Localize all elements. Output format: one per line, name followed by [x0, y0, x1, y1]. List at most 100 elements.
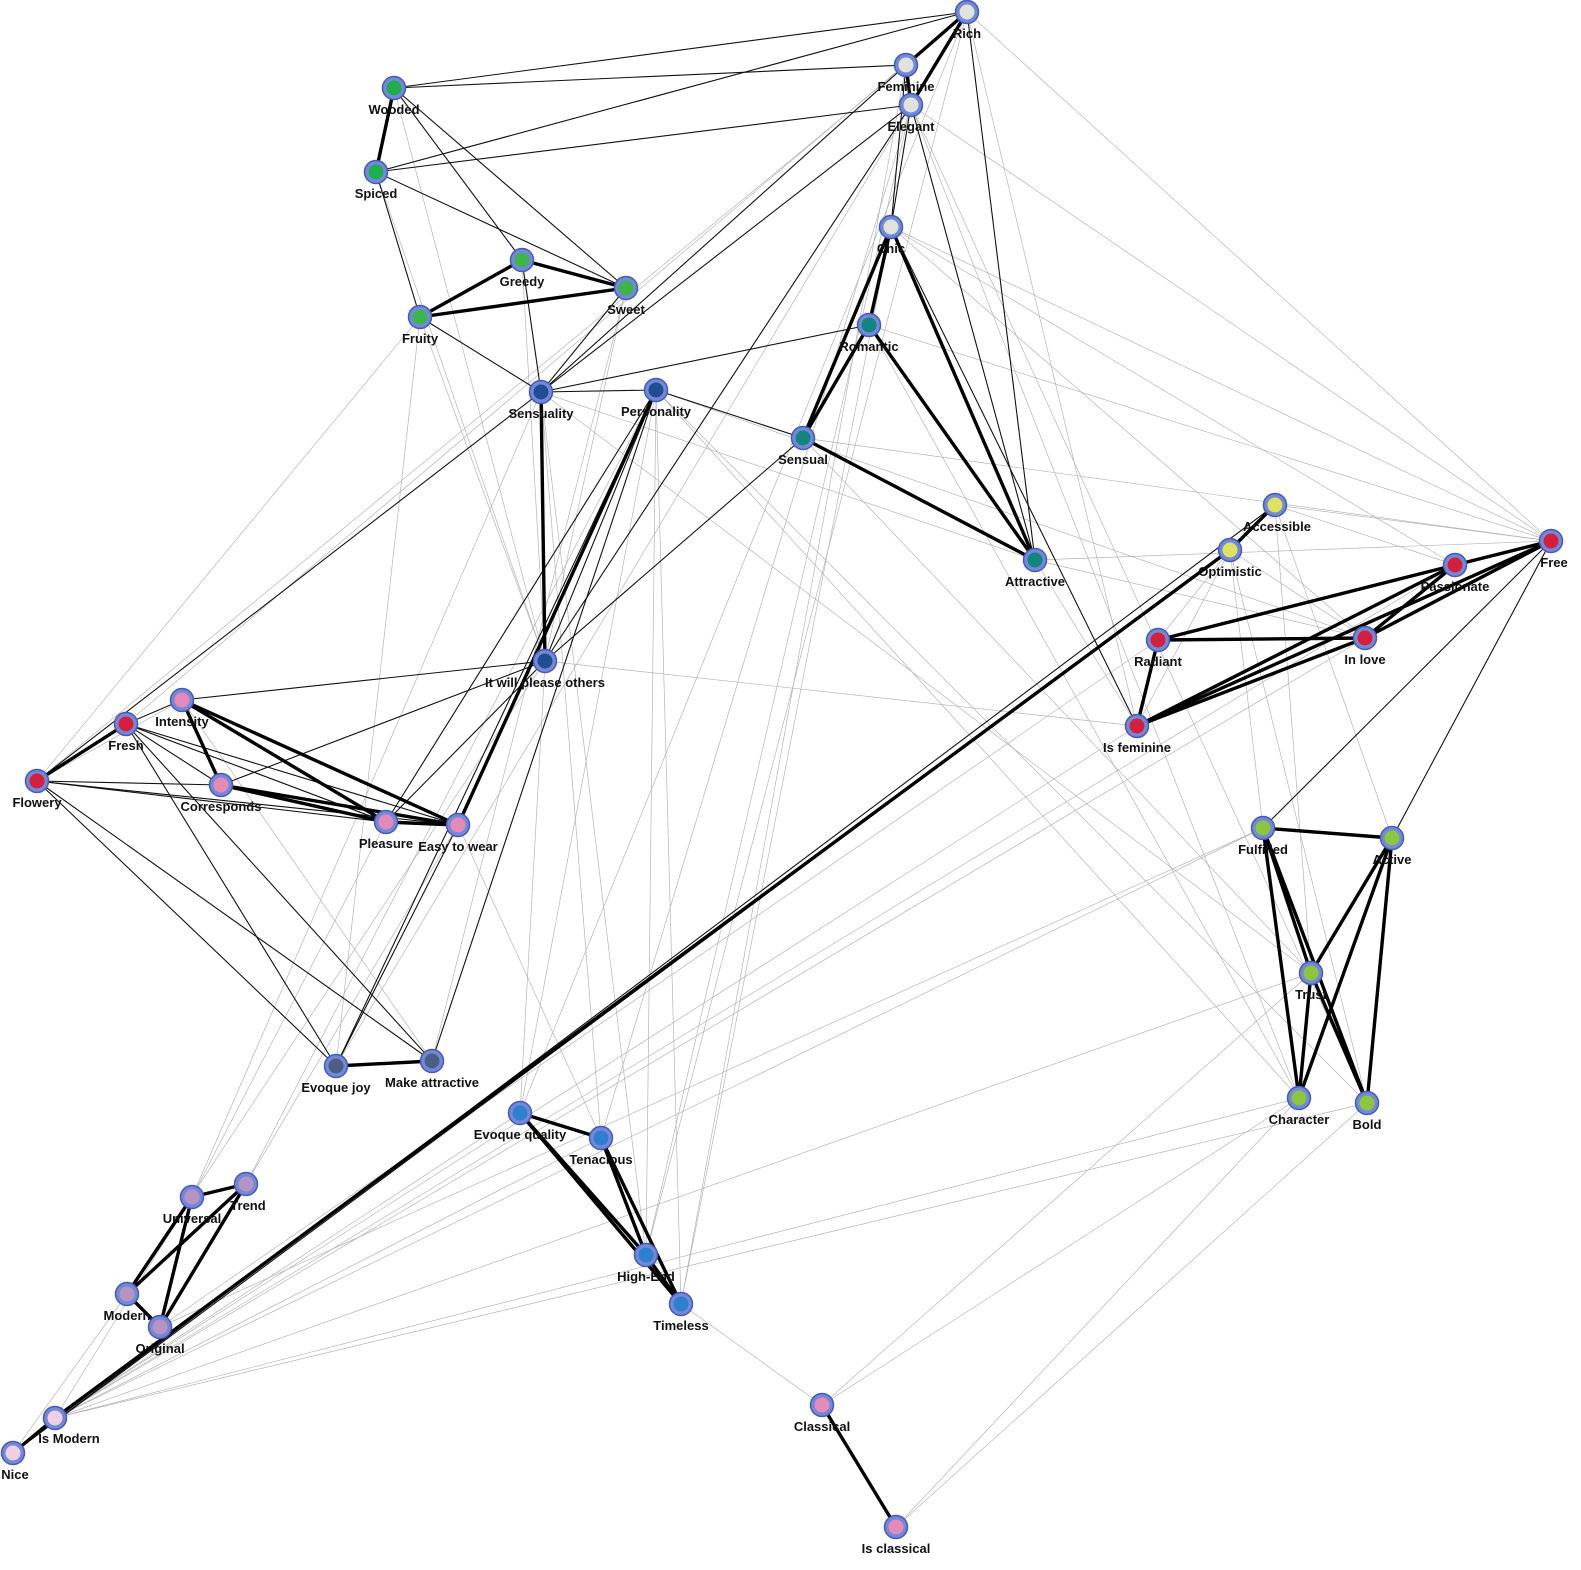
edge-personality-please [544, 389, 657, 662]
node-trust[interactable]: Trust [1295, 960, 1328, 1003]
node-passionate[interactable]: Passionate [1421, 552, 1490, 595]
edge-sensuality-please [539, 391, 547, 662]
node-chic[interactable]: Chic [877, 214, 905, 257]
node-easy[interactable]: Easy to wear [418, 812, 498, 855]
node-free[interactable]: Free [1538, 528, 1568, 571]
node-original[interactable]: Original [135, 1314, 185, 1357]
node-radiant[interactable]: Radiant [1134, 627, 1183, 670]
edge-flowery-sensuality [36, 391, 542, 782]
node-highend[interactable]: High-End [617, 1242, 675, 1285]
node-active[interactable]: Active [1372, 825, 1412, 868]
node-flowery[interactable]: Flowery [12, 768, 62, 811]
node-fill [412, 309, 428, 325]
node-fill [47, 1410, 63, 1426]
node-ismodern[interactable]: Is Modern [38, 1405, 100, 1447]
node-label: Fruity [402, 331, 439, 346]
node-label: Passionate [1421, 579, 1490, 594]
edge-optimistic-fulfilled [1229, 549, 1264, 829]
node-trend[interactable]: Trend [230, 1171, 266, 1214]
edge-easy-tenacious [457, 824, 602, 1139]
edge-wooded-rich [393, 11, 968, 89]
node-pleasure[interactable]: Pleasure [359, 809, 413, 852]
node-fill [514, 252, 530, 268]
node-universal[interactable]: Universal [163, 1184, 222, 1227]
edge-ismodern-passionate [54, 564, 1456, 1419]
edge-fruity-please [419, 316, 546, 662]
edge-wooded-feminine [393, 64, 907, 89]
edge-fresh-easy [125, 723, 459, 826]
node-attractive[interactable]: Attractive [1005, 547, 1065, 590]
node-fill [1027, 552, 1043, 568]
node-fill [959, 4, 975, 20]
edge-isfeminine-inlove [1136, 636, 1366, 728]
edge-flowery-makeattr [36, 780, 433, 1062]
node-fill [29, 773, 45, 789]
node-sweet[interactable]: Sweet [607, 275, 645, 318]
edge-trust-bold [1309, 972, 1369, 1104]
edge-radiant-isfeminine [1135, 639, 1160, 727]
node-optimistic[interactable]: Optimistic [1198, 537, 1262, 580]
node-intensity[interactable]: Intensity [155, 687, 209, 730]
node-fill [1150, 632, 1166, 648]
node-romantic[interactable]: Romantic [839, 312, 899, 355]
node-nice[interactable]: Nice [0, 1440, 29, 1483]
edge-tenacious-timeless [599, 1137, 683, 1305]
edge-ismodern-bold [54, 1102, 1368, 1419]
node-isclassical[interactable]: Is classical [862, 1514, 931, 1557]
node-joy[interactable]: Evoque joy [301, 1053, 371, 1096]
node-label: Trust [1295, 987, 1327, 1002]
edge-personality-highend [645, 389, 657, 1256]
node-label: Attractive [1005, 574, 1065, 589]
node-sensuality[interactable]: Sensuality [508, 379, 574, 422]
node-elegant[interactable]: Elegant [888, 92, 936, 135]
node-makeattr[interactable]: Make attractive [385, 1048, 479, 1091]
edge-attractive-elegant [910, 104, 1036, 561]
node-wooded[interactable]: Wooded [368, 75, 420, 118]
edge-elegant-bold [910, 104, 1368, 1104]
node-accessible[interactable]: Accessible [1243, 492, 1311, 535]
node-tenacious[interactable]: Tenacious [569, 1125, 633, 1168]
edge-fruity-joy [335, 316, 421, 1067]
edge-personality-pleasure [385, 389, 657, 823]
node-spiced[interactable]: Spiced [355, 159, 398, 202]
edge-passionate-free [1454, 539, 1552, 567]
edge-rich-feminine [904, 10, 969, 67]
node-please[interactable]: It will please others [485, 648, 605, 691]
node-fill [903, 97, 919, 113]
edge-accessible-passionate [1274, 504, 1456, 566]
node-inlove[interactable]: In love [1344, 625, 1386, 668]
edge-sweet-please [544, 287, 627, 662]
node-fulfilled[interactable]: Fulfilled [1238, 815, 1288, 858]
node-bold[interactable]: Bold [1353, 1090, 1382, 1133]
node-fresh[interactable]: Fresh [108, 711, 144, 754]
node-rich[interactable]: Rich [953, 0, 981, 42]
edge-personality-sensual [655, 389, 804, 439]
node-feminine[interactable]: Feminine [877, 52, 935, 95]
edge-quality-timeless [518, 1111, 683, 1306]
node-personality[interactable]: Personality [621, 377, 692, 420]
edge-nice-modern [12, 1293, 128, 1454]
node-classical[interactable]: Classical [794, 1392, 850, 1435]
node-label: Radiant [1134, 654, 1182, 669]
node-greedy[interactable]: Greedy [500, 247, 546, 290]
node-isfeminine[interactable]: Is feminine [1103, 713, 1171, 756]
node-sensual[interactable]: Sensual [778, 425, 828, 468]
edge-isclassical-character [895, 1097, 1300, 1528]
edge-optimistic-ismodern [53, 548, 1232, 1420]
edge-romantic-attractive [867, 324, 1037, 561]
node-label: High-End [617, 1269, 675, 1284]
node-label: Feminine [877, 79, 934, 94]
node-modern[interactable]: Modern [104, 1281, 151, 1324]
node-corresponds[interactable]: Corresponds [181, 772, 262, 815]
node-label: Original [135, 1341, 184, 1356]
edge-active-bold [1365, 837, 1394, 1104]
edge-personality-makeattr [431, 389, 657, 1062]
node-fruity[interactable]: Fruity [402, 304, 439, 347]
edge-trend-modern [125, 1182, 248, 1296]
node-timeless[interactable]: Timeless [653, 1291, 709, 1334]
node-quality[interactable]: Evoque quality [474, 1100, 567, 1143]
node-label: In love [1344, 652, 1385, 667]
edge-chic-timeless [680, 226, 892, 1305]
edge-spiced-sweet [375, 171, 627, 289]
node-character[interactable]: Character [1269, 1085, 1330, 1128]
